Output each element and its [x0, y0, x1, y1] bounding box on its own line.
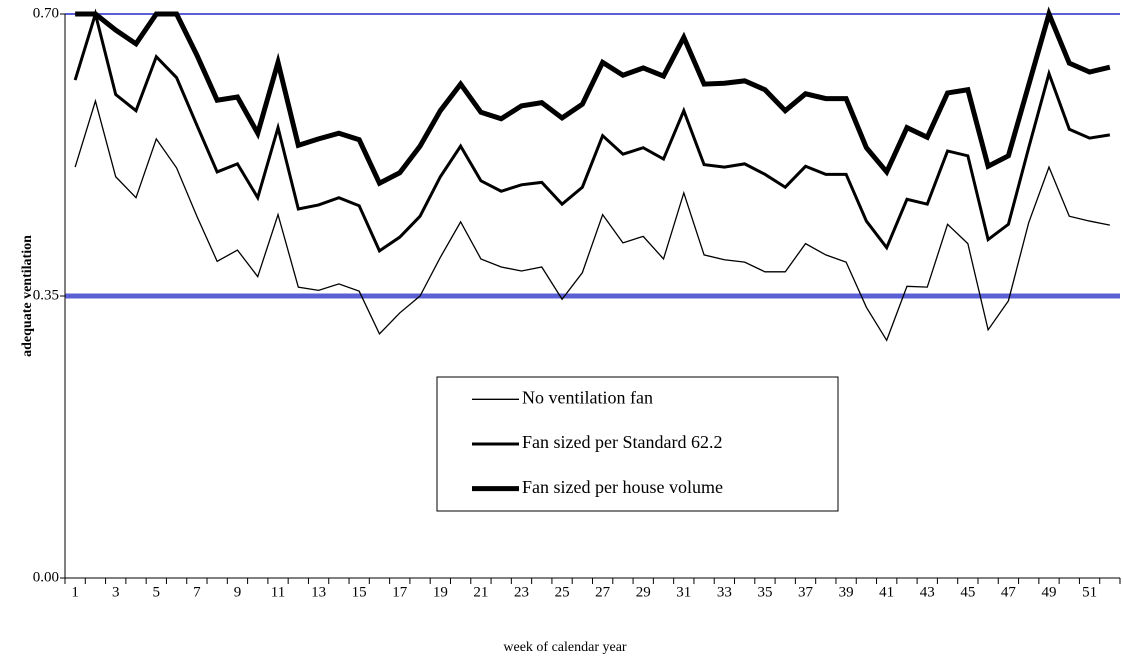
- x-tick-label: 1: [71, 584, 79, 600]
- x-tick-label: 35: [757, 584, 772, 600]
- x-tick-label: 19: [433, 584, 448, 600]
- x-tick-label: 41: [879, 584, 894, 600]
- x-tick-label: 23: [514, 584, 529, 600]
- x-tick-label: 33: [717, 584, 732, 600]
- x-tick-label: 17: [392, 584, 408, 600]
- x-tick-label: 11: [271, 584, 285, 600]
- y-tick-label: 0.00: [33, 569, 59, 585]
- x-tick-label: 43: [920, 584, 935, 600]
- series-line: [74, 98, 1110, 342]
- y-tick-label: 0.35: [33, 287, 59, 303]
- x-tick-label: 7: [193, 584, 201, 600]
- x-tick-label: 5: [153, 584, 161, 600]
- x-tick-label: 47: [1001, 584, 1017, 600]
- x-tick-label: 13: [311, 584, 326, 600]
- y-tick-label: 0.70: [33, 5, 59, 21]
- x-tick-label: 3: [112, 584, 120, 600]
- series-line: [73, 8, 1111, 254]
- y-axis-label: adequate ventilation: [20, 235, 35, 357]
- legend-label: Fan sized per Standard 62.2: [522, 432, 722, 452]
- x-tick-label: 39: [839, 584, 854, 600]
- x-axis-label: week of calendar year: [503, 640, 627, 655]
- x-tick-label: 45: [960, 584, 975, 600]
- x-tick-label: 29: [636, 584, 651, 600]
- series-line: [75, 6, 1111, 187]
- x-tick-label: 21: [473, 584, 488, 600]
- x-tick-label: 31: [676, 584, 691, 600]
- x-tick-label: 27: [595, 584, 611, 600]
- x-tick-label: 15: [352, 584, 367, 600]
- legend-label: Fan sized per house volume: [522, 477, 723, 497]
- x-tick-label: 9: [234, 584, 242, 600]
- x-tick-label: 51: [1082, 584, 1097, 600]
- x-tick-label: 25: [555, 584, 570, 600]
- x-tick-label: 37: [798, 584, 814, 600]
- x-tick-label: 49: [1041, 584, 1056, 600]
- legend-label: No ventilation fan: [522, 387, 653, 407]
